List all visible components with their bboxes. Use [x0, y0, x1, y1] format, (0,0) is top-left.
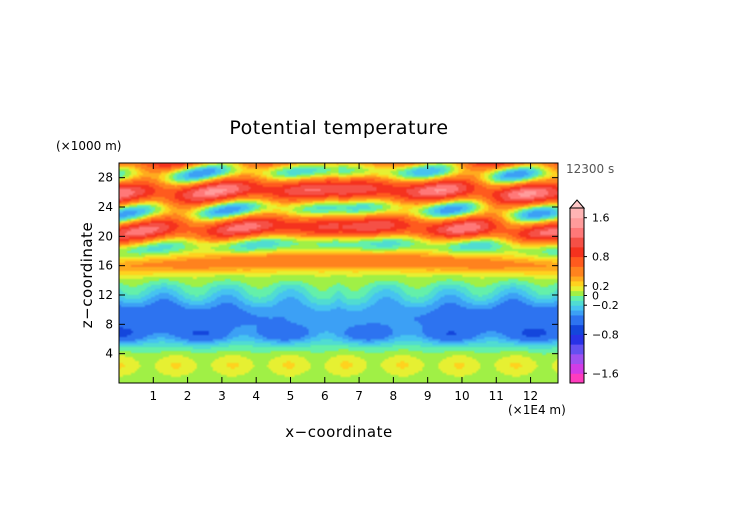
y-axis-label: z−coordinate [78, 222, 96, 328]
plot-frame [118, 162, 559, 384]
colorbar-extend-arrow [568, 199, 586, 209]
y-axis-ticks: 4 8 12 16 20 24 28 [98, 171, 558, 361]
colorbar-swatch [570, 324, 584, 335]
time-label: 12300 s [566, 162, 614, 176]
colorbar-labels: 1.6 0.8 0.20−0.2 −0.8 −1.6 [584, 212, 619, 380]
colorbar-swatch [570, 305, 584, 311]
colorbar-swatch [570, 353, 584, 365]
colorbar-swatch [570, 363, 584, 374]
colorbar-swatch [570, 256, 584, 267]
x-tick-label: 12 [523, 389, 538, 403]
x-tick-label: 6 [321, 389, 329, 403]
x-tick-label: 11 [489, 389, 504, 403]
colorbar-swatch [570, 295, 584, 301]
x-tick-label: 9 [424, 389, 432, 403]
x-tick-label: 10 [454, 389, 469, 403]
colorbar-swatch [570, 217, 584, 228]
colorbar-tick-label: −0.8 [592, 328, 619, 341]
x-tick-label: 7 [355, 389, 363, 403]
colorbar-swatch [570, 310, 584, 316]
x-tick-label: 1 [149, 389, 157, 403]
colorbar-swatch [570, 246, 584, 258]
colorbar-swatch [570, 237, 584, 248]
colorbar-swatch [570, 227, 584, 238]
colorbar-swatch [570, 290, 584, 296]
x-unit-label: (×1E4 m) [508, 403, 566, 417]
y-tick-label: 12 [98, 288, 113, 302]
colorbar-swatch [570, 344, 584, 355]
colorbar-tick-label: 0.8 [592, 251, 610, 264]
colorbar-tick-label: 0 [592, 290, 599, 303]
y-unit-label: (×1000 m) [56, 139, 121, 153]
x-tick-label: 3 [218, 389, 226, 403]
y-tick-label: 24 [98, 200, 113, 214]
colorbar [568, 199, 586, 384]
x-tick-label: 5 [287, 389, 295, 403]
colorbar-tick-label: −1.6 [592, 367, 619, 380]
colorbar-swatch [570, 373, 584, 384]
x-tick-label: 4 [252, 389, 260, 403]
heatmap-plot [119, 163, 558, 383]
y-tick-label: 4 [105, 347, 113, 361]
colorbar-swatch [570, 280, 584, 287]
colorbar-swatch [570, 285, 584, 292]
y-tick-label: 20 [98, 229, 113, 243]
y-tick-label: 28 [98, 171, 113, 185]
chart-title: Potential temperature [229, 117, 448, 139]
colorbar-swatch [570, 208, 584, 219]
colorbar-swatch [570, 266, 584, 277]
colorbar-tick-label: −0.2 [592, 299, 619, 312]
x-tick-label: 8 [390, 389, 398, 403]
colorbar-tick-label: 0.2 [592, 280, 610, 293]
x-tick-label: 2 [184, 389, 192, 403]
y-tick-label: 16 [98, 259, 113, 273]
x-axis-ticks: 1 2 3 4 5 6 7 8 9 10 11 12 [149, 163, 538, 403]
colorbar-swatch [570, 300, 584, 306]
y-tick-label: 8 [105, 317, 113, 331]
colorbar-swatch [570, 276, 584, 282]
colorbar-swatch [570, 314, 584, 326]
x-axis-label: x−coordinate [285, 423, 392, 441]
colorbar-tick-label: 1.6 [592, 212, 610, 225]
heatmap-field [119, 163, 558, 383]
colorbar-swatch [570, 334, 584, 345]
